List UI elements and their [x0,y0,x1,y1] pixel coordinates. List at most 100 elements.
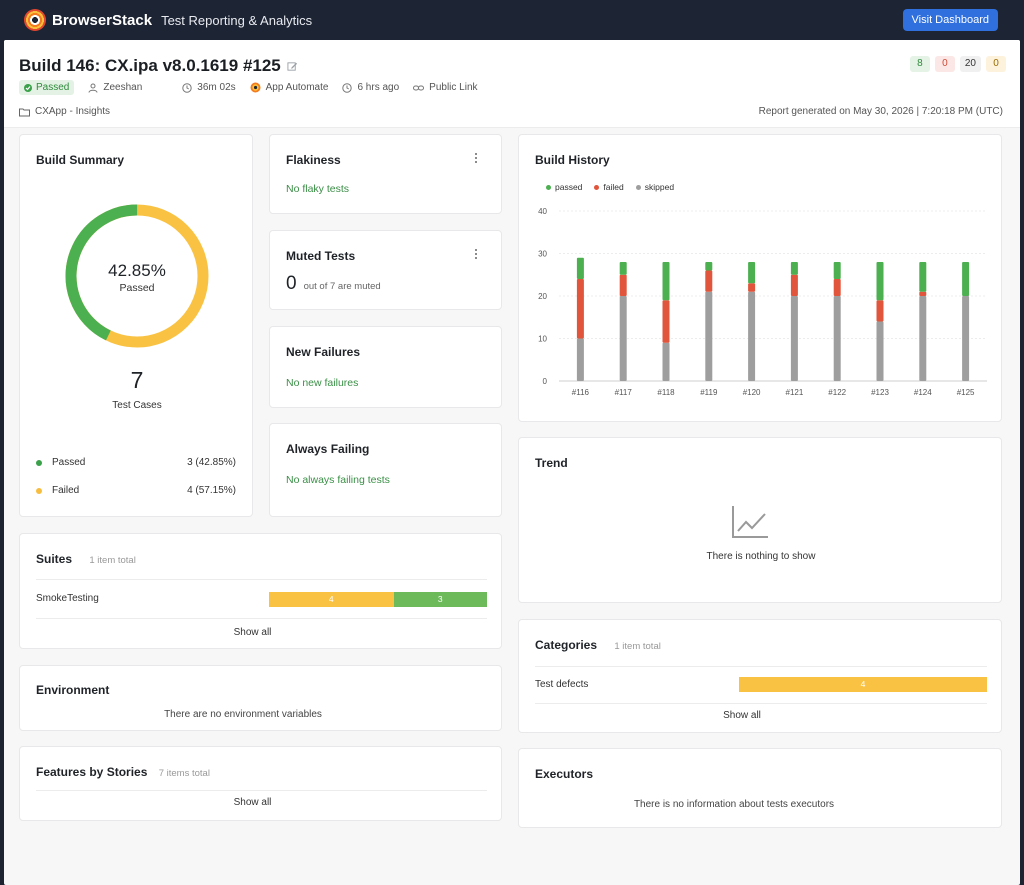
category-count: 4 [860,679,866,689]
test-cases-label: Test Cases [112,400,162,411]
muted-tests-title: Muted Tests [286,249,356,263]
bar-segment-skipped[interactable] [962,296,970,381]
bar-segment-failed[interactable] [833,279,841,296]
bar-segment-passed[interactable] [662,262,670,301]
brand-name: BrowserStack [52,11,153,29]
page-title: Build 146: CX.ipa v8.0.1619 #125 [19,56,281,75]
status-text: Passed [36,82,70,93]
bar-segment-failed[interactable] [876,300,884,322]
categories-show-all-link[interactable]: Show all [723,710,761,721]
line-chart-icon [732,506,768,538]
edit-icon[interactable] [287,61,298,72]
bar-segment-skipped[interactable] [790,296,798,381]
failed-count-badge: 0 [934,56,955,72]
legend-value: 3 (42.85%) [187,457,236,468]
x-tick-label: #125 [957,388,975,397]
bar-segment-skipped[interactable] [919,296,927,381]
public-link-text[interactable]: Public Link [429,82,478,93]
categories-card: Categories 1 item total Test defects 4 S… [518,619,1002,733]
x-tick-label: #122 [828,388,846,397]
bar-segment-passed[interactable] [705,262,713,271]
project-name: CXApp - Insights [35,106,111,117]
always-failing-card: Always Failing No always failing tests [269,423,502,517]
suites-show-all-link[interactable]: Show all [233,627,272,638]
bar-segment-failed[interactable] [790,274,798,296]
clock-icon [182,82,192,93]
chart-legend: passed failed skipped [546,182,674,192]
suite-failed-segment: 4 [269,592,394,607]
build-history-card: Build History passed failed skipped 0 10 2… [518,134,1002,422]
report-generated-text: Report generated on May 30, 2026 | 7:20:… [758,106,1003,117]
framework-text: App Automate [265,82,329,93]
bar-segment-passed[interactable] [962,262,970,296]
x-tick-label: #118 [657,388,675,397]
bar-segment-skipped[interactable] [748,291,756,381]
more-options-icon[interactable] [475,249,479,261]
bar-segment-failed[interactable] [705,270,713,292]
executors-title: Executors [535,767,594,781]
divider [36,579,487,580]
bar-segment-failed[interactable] [748,283,756,292]
pass-percent-label: Passed [119,282,155,294]
donut-passed-arc [65,204,209,348]
bar-segment-passed[interactable] [619,262,627,275]
categories-count: 1 item total [614,641,661,652]
muted-count: 0 [286,273,297,294]
pass-percent: 42.85% [108,261,166,280]
legend-skipped: skipped [635,182,674,192]
bar-segment-skipped[interactable] [876,321,884,382]
divider [535,666,987,667]
muted-tests-summary: 0 out of 7 are muted [286,273,381,295]
bar-segment-passed[interactable] [876,262,884,301]
y-tick-label: 0 [543,377,548,386]
user-meta: Zeeshan [88,82,142,93]
legend-label: failed [603,182,624,192]
bar-segment-skipped[interactable] [662,342,670,381]
always-failing-message: No always failing tests [286,474,390,486]
trend-card: Trend There is nothing to show [518,437,1002,603]
legend-failed: failed [594,182,624,192]
folder-icon [19,108,30,116]
build-title-row: Build 146: CX.ipa v8.0.1619 #125 [19,56,298,76]
bar-segment-failed[interactable] [619,274,627,296]
build-history-chart: 0 10 20 30 40 #116 #117 #118 #119 #120 #121 #122 #12… [538,207,987,397]
bar-segment-skipped[interactable] [576,338,584,382]
bar-segment-passed[interactable] [576,257,584,279]
y-tick-label: 20 [538,292,547,301]
bar-segment-failed[interactable] [576,279,584,339]
bar-segment-passed[interactable] [748,262,756,284]
legend-label: Failed [52,485,80,496]
bar-segment-skipped[interactable] [619,296,627,381]
suite-row[interactable]: SmokeTesting 4 3 [36,586,487,612]
status-counts: 8 0 20 0 [909,56,1006,72]
new-failures-message: No new failures [286,377,359,389]
divider [36,618,487,619]
bar-segment-passed[interactable] [919,262,927,292]
features-card: Features by Stories 7 items total Show a… [19,746,502,821]
product-name: Test Reporting & Analytics [161,12,313,28]
categories-title: Categories 1 item total [535,638,661,652]
top-bar: BrowserStack Test Reporting & Analytics … [0,0,1024,40]
bar-segment-skipped[interactable] [833,296,841,381]
features-show-all-link[interactable]: Show all [233,797,272,808]
suite-failed-count: 4 [328,594,334,604]
category-name: Test defects [535,679,589,690]
bar-segment-failed[interactable] [662,300,670,343]
features-title-text: Features by Stories [36,765,148,779]
bar-segment-passed[interactable] [790,262,798,275]
public-link[interactable]: Public Link [413,82,478,93]
category-row[interactable]: Test defects 4 [535,674,987,698]
test-cases-count: 7 [130,367,144,393]
more-options-icon[interactable] [475,153,479,165]
user-icon [88,83,98,93]
browserstack-logo-icon [24,9,46,31]
bar-segment-failed[interactable] [919,291,927,296]
x-tick-label: #119 [700,388,718,397]
status-badge: Passed [19,80,75,95]
bar-segment-skipped[interactable] [705,291,713,381]
bar-segment-passed[interactable] [833,262,841,279]
trend-title: Trend [535,456,568,470]
suites-count: 1 item total [89,555,136,566]
visit-dashboard-button[interactable]: Visit Dashboard [902,9,998,31]
x-tick-label: #120 [743,388,761,397]
